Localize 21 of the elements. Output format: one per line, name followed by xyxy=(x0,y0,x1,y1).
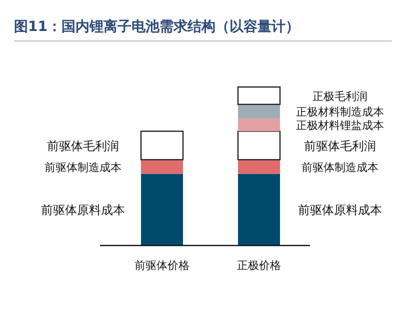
chart-title: 图11：国内锂离子电池需求结构（以容量计） xyxy=(14,18,300,35)
series-label: 正极材料锂盐成本 xyxy=(296,119,384,132)
text: 正极毛利润 xyxy=(312,90,368,103)
text: 前驱体毛利润 xyxy=(304,139,376,154)
series-label: 正极材料制造成本 xyxy=(296,106,384,119)
bar xyxy=(238,104,280,119)
text: 前驱体制造成本 xyxy=(302,160,378,174)
x-tick-label: 前驱体价格 xyxy=(134,259,190,272)
bar xyxy=(238,174,280,245)
series-label: 前驱体原料成本 xyxy=(41,203,125,218)
bar xyxy=(140,130,184,160)
bar xyxy=(238,118,280,132)
bar xyxy=(141,160,183,174)
bar xyxy=(141,174,183,245)
bar xyxy=(237,86,281,105)
text: 前驱体原料成本 xyxy=(298,203,382,218)
bar xyxy=(237,130,281,160)
bar xyxy=(238,160,280,174)
series-label: 前驱体毛利润 xyxy=(47,139,119,154)
x-tick-label: 正极价格 xyxy=(237,259,281,272)
series-label: 前驱体制造成本 xyxy=(44,160,122,174)
